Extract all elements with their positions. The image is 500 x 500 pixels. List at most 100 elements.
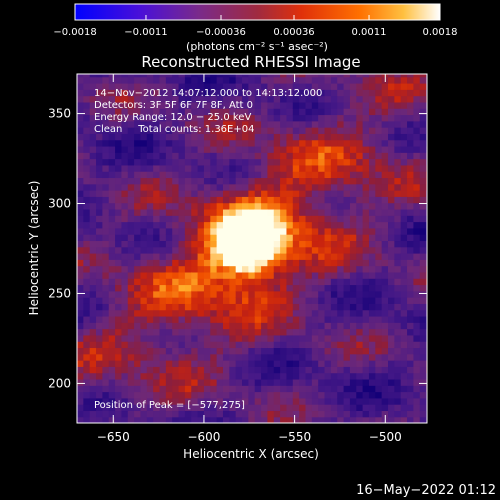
- heat-cell: [273, 164, 281, 172]
- heat-cell: [337, 322, 345, 330]
- heat-cell: [83, 74, 91, 78]
- heat-cell: [248, 145, 256, 153]
- heat-cell: [254, 366, 262, 374]
- x-tick-label: −550: [278, 430, 311, 444]
- heat-cell: [134, 385, 142, 393]
- heat-cell: [381, 152, 389, 160]
- heat-cell: [292, 410, 300, 418]
- heat-cell: [191, 360, 199, 367]
- heat-cell: [178, 208, 186, 216]
- heat-cell: [267, 259, 275, 267]
- heat-cell: [242, 89, 249, 97]
- heat-cell: [83, 290, 91, 298]
- heat-cell: [343, 133, 351, 141]
- heat-cell: [159, 215, 167, 223]
- heat-cell: [172, 416, 180, 423]
- heat-cell: [368, 215, 376, 223]
- heat-cell: [108, 416, 116, 423]
- heat-cell: [349, 265, 357, 273]
- heat-cell: [407, 341, 414, 349]
- heat-cell: [210, 74, 218, 78]
- heat-cell: [178, 246, 186, 254]
- heat-cell: [248, 347, 256, 355]
- heat-cell: [413, 74, 421, 78]
- heat-cell: [146, 95, 154, 103]
- heat-cell: [337, 120, 345, 128]
- heat-cell: [273, 202, 281, 210]
- heat-cell: [216, 190, 224, 197]
- heat-cell: [191, 171, 199, 179]
- heat-cell: [134, 271, 142, 279]
- heat-cell: [102, 284, 110, 292]
- heat-cell: [172, 74, 180, 78]
- heat-cell: [292, 353, 300, 361]
- heat-cell: [349, 215, 357, 223]
- heat-cell: [261, 334, 269, 342]
- heat-cell: [115, 391, 123, 399]
- heat-cell: [349, 139, 357, 147]
- heat-cell: [337, 152, 345, 160]
- heat-cell: [254, 114, 262, 122]
- heat-cell: [356, 253, 364, 260]
- heat-cell: [134, 177, 142, 185]
- heat-cell: [318, 416, 326, 423]
- heat-cell: [96, 410, 103, 418]
- heat-cell: [197, 240, 205, 248]
- heat-cell: [362, 164, 370, 172]
- heat-cell: [267, 215, 275, 223]
- heat-cell: [235, 82, 243, 90]
- heat-cell: [330, 139, 338, 147]
- heat-cell: [197, 303, 205, 311]
- heat-cell: [311, 378, 319, 386]
- heat-cell: [330, 133, 338, 141]
- heat-cell: [388, 404, 395, 412]
- heat-cell: [381, 234, 389, 242]
- heat-cell: [381, 127, 389, 134]
- heat-cell: [102, 397, 110, 405]
- heat-cell: [172, 347, 180, 355]
- heat-cell: [407, 108, 414, 116]
- heat-cell: [184, 101, 192, 109]
- heat-cell: [388, 347, 395, 355]
- heat-cell: [337, 246, 345, 254]
- heat-cell: [96, 271, 103, 279]
- heat-cell: [362, 145, 370, 153]
- heat-cell: [165, 190, 173, 197]
- heat-cell: [267, 322, 275, 330]
- heat-cell: [121, 385, 129, 393]
- heat-cell: [324, 410, 332, 418]
- heat-cell: [229, 271, 237, 279]
- heat-cell: [134, 341, 142, 349]
- heat-cell: [222, 309, 230, 317]
- heat-cell: [324, 196, 332, 204]
- heat-cell: [159, 95, 167, 103]
- heat-cell: [413, 259, 421, 267]
- heat-cell: [400, 284, 408, 292]
- heat-cell: [235, 271, 243, 279]
- heat-cell: [248, 309, 256, 317]
- heat-cell: [286, 158, 294, 166]
- heat-cell: [267, 95, 275, 103]
- heat-cell: [83, 114, 91, 122]
- heat-cell: [178, 278, 186, 286]
- heat-cell: [324, 397, 332, 405]
- heat-cell: [400, 297, 408, 304]
- x-tick-label: −500: [369, 430, 402, 444]
- heat-cell: [407, 139, 414, 147]
- heat-cell: [146, 76, 154, 84]
- heat-cell: [299, 139, 307, 147]
- heat-cell: [324, 240, 332, 248]
- heat-cell: [368, 164, 376, 172]
- heat-cell: [127, 290, 135, 298]
- heat-cell: [356, 259, 364, 267]
- heat-cell: [349, 89, 357, 97]
- heat-cell: [83, 183, 91, 191]
- heat-cell: [318, 303, 326, 311]
- heat-cell: [96, 360, 103, 367]
- heat-cell: [305, 416, 313, 423]
- heat-cell: [280, 120, 288, 128]
- heat-cell: [273, 196, 281, 204]
- heat-cell: [394, 297, 402, 304]
- heat-cell: [413, 315, 421, 323]
- heat-cell: [267, 360, 275, 367]
